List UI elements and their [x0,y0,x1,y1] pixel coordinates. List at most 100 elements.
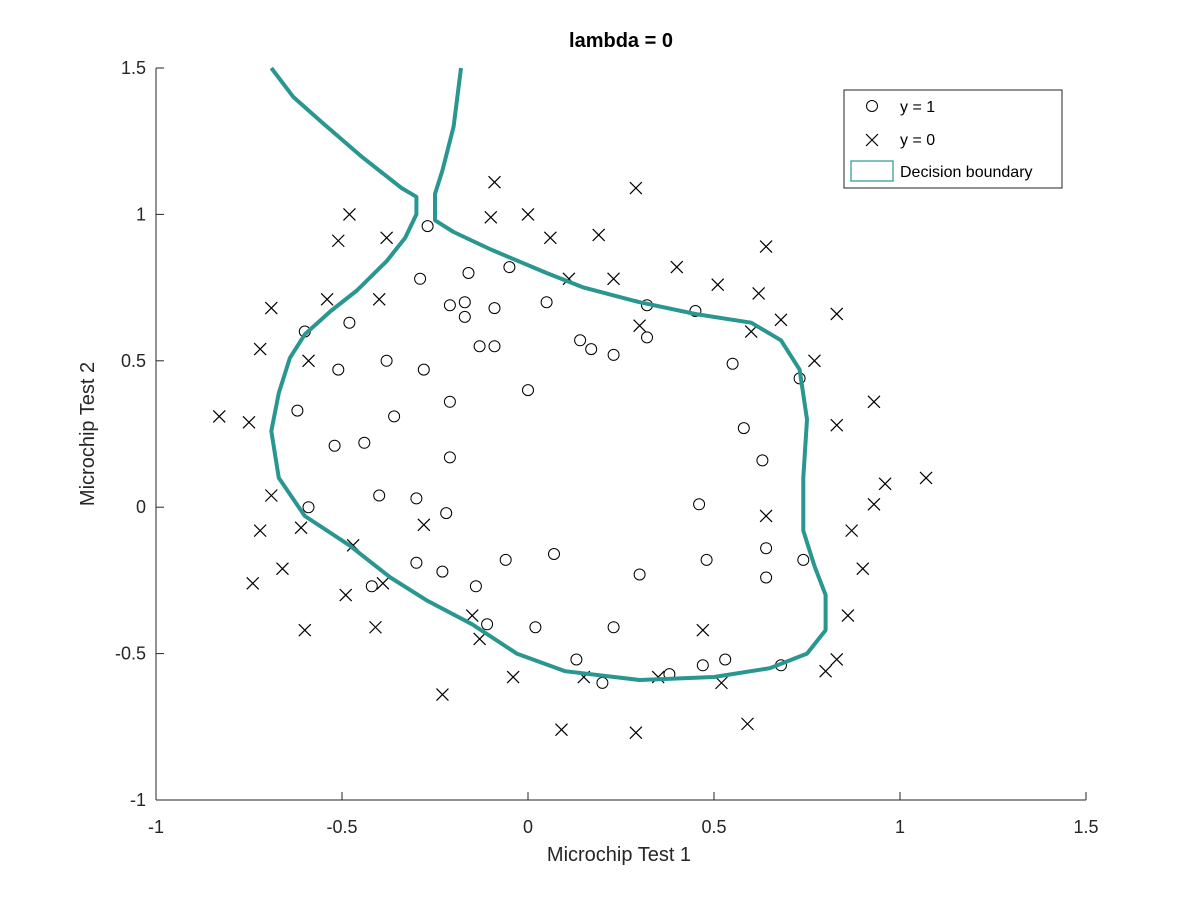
point-y1 [548,548,560,560]
point-y1 [443,451,456,464]
point-y0 [752,287,766,300]
point-y1 [440,507,453,520]
point-y1 [700,553,713,566]
point-y0 [506,670,520,684]
point-y0 [294,521,308,535]
chart-title: lambda = 0 [569,30,673,52]
point-y0 [302,354,315,368]
y-tick-label: -0.5 [115,644,146,664]
x-tick-label: 1 [895,817,905,837]
legend-label-y1: y = 1 [900,99,935,116]
point-y0 [841,609,855,622]
point-y0 [436,688,449,702]
point-y0 [629,181,643,195]
point-y1 [436,565,449,578]
point-y1 [522,384,534,397]
point-y1 [473,340,486,353]
point-y1 [414,272,427,285]
point-y1 [410,556,423,569]
point-y0 [741,717,754,731]
legend-cross-marker [865,133,879,147]
point-y0 [670,260,684,274]
point-y1 [540,296,553,309]
point-y0 [774,313,788,327]
x-tick-label: -1 [148,817,164,837]
point-y1 [633,568,646,581]
point-y0 [555,723,568,737]
point-y1 [458,296,471,309]
point-y1 [421,220,434,233]
point-y1 [343,316,356,329]
point-y1 [410,492,423,505]
point-y1 [469,580,482,593]
point-y1 [696,659,709,672]
plot-area [212,66,933,740]
point-y0 [369,620,382,634]
point-y1 [760,571,773,584]
point-y0 [372,292,386,306]
point-y0 [629,726,643,740]
point-y1 [574,334,587,347]
y-tick-label: 0 [136,497,146,517]
point-y1 [585,343,598,356]
point-y0 [715,676,728,690]
point-y0 [830,418,844,432]
point-y1 [503,261,516,274]
point-y0 [856,562,870,576]
point-y1 [458,310,471,323]
point-y1 [797,553,810,566]
point-y0 [343,207,356,221]
point-y0 [339,588,353,602]
decision-boundary-line [269,66,828,682]
x-ticks: -1 -0.5 0 0.5 1 1.5 [148,792,1099,837]
point-y1 [641,331,653,344]
point-y0 [484,210,498,224]
point-y0 [830,307,844,321]
point-y1 [488,302,501,315]
point-y0 [845,524,859,538]
point-y1 [291,404,304,417]
point-y0 [417,518,431,532]
point-y1 [737,422,750,435]
point-y0 [246,576,260,590]
point-y0 [607,272,620,286]
point-y0 [298,623,312,637]
point-y0 [380,231,394,245]
point-y0 [376,576,390,590]
point-y1 [417,363,430,376]
x-axis-label: Microchip Test 1 [547,844,691,866]
point-y0 [212,410,226,423]
point-y0 [521,207,535,221]
point-y0 [711,278,725,292]
point-y0 [253,524,267,538]
point-y1 [358,436,371,449]
point-y1 [443,299,456,312]
x-tick-label: 0 [523,817,533,837]
point-y0 [867,497,881,511]
point-y1 [328,439,341,452]
point-y1 [570,653,583,666]
point-y1 [607,348,620,361]
point-y0 [696,623,710,637]
point-y1 [332,363,345,376]
point-y0 [808,354,821,368]
point-y1 [443,395,456,408]
point-y1 [462,267,475,279]
y-tick-label: 0.5 [121,351,146,371]
point-y1 [693,498,706,511]
legend-circle-marker [866,100,878,112]
point-y0 [819,664,833,678]
point-y1 [488,340,501,353]
y-ticks: -1 -0.5 0 0.5 1 1.5 [115,58,164,810]
point-y0 [744,325,758,338]
point-y1 [596,676,609,689]
point-y1 [607,621,620,634]
point-y0 [264,301,278,315]
point-y0 [543,231,557,245]
point-y0 [592,228,606,242]
point-y0 [253,342,267,356]
point-y0 [488,175,501,189]
point-y1 [481,618,494,631]
legend-label-boundary: Decision boundary [900,164,1033,181]
